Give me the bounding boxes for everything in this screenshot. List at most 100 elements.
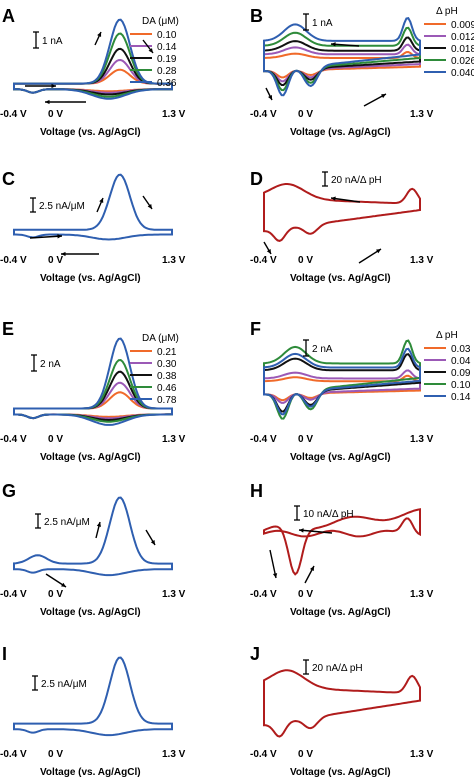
panel-I-series-0 [13,656,173,737]
panel-A-legend-label-0: 0.10 [157,30,177,41]
panel-H-letter: H [250,481,263,501]
panel-I-xtick-start: -0.4 V [0,749,27,760]
panel-A-legend-label-3: 0.28 [157,66,177,77]
panel-C-arrow-up-head [99,198,104,203]
panel-G-series-0 [13,496,173,577]
panel-E-xlabel: Voltage (vs. Ag/AgCl) [40,452,141,463]
panel-F-legend-label-1: 0.04 [451,356,471,367]
panel-A-series-4 [13,18,173,100]
panel-F-xlabel: Voltage (vs. Ag/AgCl) [290,452,391,463]
panel-A-xlabel: Voltage (vs. Ag/AgCl) [40,127,141,138]
panel-C-letter: C [2,169,15,189]
panel-A-xtick-end: 1.3 V [162,109,186,120]
panel-F-xtick-zero: 0 V [298,434,313,445]
panel-D-arrow-right-head [376,249,381,254]
panel-E-series-2 [13,370,173,422]
panel-I-xlabel: Voltage (vs. Ag/AgCl) [40,767,141,778]
panel-H-arrow-up-head [309,566,314,571]
panel-I-scale-label: 2.5 nA/μM [41,679,87,690]
panel-H-arrow-down-head [272,573,278,578]
panel-I-letter: I [2,644,7,664]
panel-H-arrow-left-head [299,528,304,533]
panel-B-legend-label-4: 0.040 [451,68,474,79]
panel-C-xlabel: Voltage (vs. Ag/AgCl) [40,273,141,284]
panel-A-legend-label-2: 0.19 [157,54,177,65]
panel-A-xtick-zero: 0 V [48,109,63,120]
panel-E-series-3 [13,358,173,423]
panel-F-series-1 [263,369,421,404]
panel-B-series-0 [263,50,421,79]
panel-F-legend-label-2: 0.09 [451,368,471,379]
panel-G-xtick-end: 1.3 V [162,589,186,600]
panel-G-arrow-down-head [150,540,155,545]
panel-C-scale-label: 2.5 nA/μM [39,201,85,212]
panel-H-series-0 [263,508,421,576]
panel-E-series-1 [13,381,173,420]
panel-B-series-1 [263,43,421,83]
panel-B-xtick-zero: 0 V [298,109,313,120]
panel-B-legend-label-0: 0.009 [451,20,474,31]
panel-C-arrow-back-head [61,251,66,257]
panel-E-legend-title: DA (μM) [142,333,179,344]
panel-G-scale-label: 2.5 nA/μM [44,517,90,528]
panel-D-xtick-start: -0.4 V [250,255,277,266]
panel-E-legend-label-1: 0.30 [157,359,177,370]
panel-J-series-0 [263,669,421,738]
panel-F-series-4 [263,347,421,416]
panel-C-arrow-down-head [147,204,152,209]
panel-A-arrow-down-head [148,48,153,53]
panel-C-series-0 [13,173,173,241]
panel-E-legend-label-2: 0.38 [157,371,177,382]
panel-A-legend-label-1: 0.14 [157,42,177,53]
panel-D-xtick-zero: 0 V [298,255,313,266]
panel-C-xtick-start: -0.4 V [0,255,27,266]
panel-F-legend-title: Δ pH [436,330,458,341]
panel-I-xtick-end: 1.3 V [162,749,186,760]
panel-A-legend-label-4: 0.36 [157,78,177,89]
panel-H-scale-label: 10 nA/Δ pH [303,509,354,520]
panel-J-xlabel: Voltage (vs. Ag/AgCl) [290,767,391,778]
panel-A-series-3 [13,32,173,98]
panel-D-arrow-left-head [331,196,336,201]
panel-H-arrow-down-shaft [269,549,277,579]
panel-A-scale-label: 1 nA [42,36,63,47]
panel-E-xtick-end: 1.3 V [162,434,186,445]
panel-F-xtick-start: -0.4 V [250,434,277,445]
panel-A-arrow-up-head [97,32,102,37]
panel-G-letter: G [2,481,16,501]
panel-G-xlabel: Voltage (vs. Ag/AgCl) [40,607,141,618]
panel-E-letter: E [2,319,14,339]
panel-B-scale-label: 1 nA [312,18,333,29]
panel-A-letter: A [2,6,15,26]
panel-B-arrow-left-head [331,42,336,47]
panel-E-series-4 [13,337,173,426]
panel-E-legend-label-3: 0.46 [157,383,177,394]
panel-B-series-4 [263,16,421,97]
panel-J-xtick-zero: 0 V [298,749,313,760]
panel-B-xtick-start: -0.4 V [250,109,277,120]
panel-A-series-2 [13,47,173,96]
panel-B-legend-label-3: 0.026 [451,56,474,67]
panel-J-scale-label: 20 nA/Δ pH [312,663,363,674]
panel-H-xlabel: Voltage (vs. Ag/AgCl) [290,607,391,618]
panel-I-xtick-zero: 0 V [48,749,63,760]
panel-E-legend-label-4: 0.78 [157,395,177,406]
panel-B-arrow-right-head [381,94,386,99]
panel-A-series-1 [13,58,173,94]
panel-B-legend-label-1: 0.012 [451,32,474,43]
panel-F-xtick-end: 1.3 V [410,434,434,445]
panel-A-arrow-back-head [45,99,50,105]
panel-J-letter: J [250,644,260,664]
panel-F-legend-label-4: 0.14 [451,392,471,403]
panel-D-series-0 [263,183,421,242]
panel-G-xtick-zero: 0 V [48,589,63,600]
panel-D-xlabel: Voltage (vs. Ag/AgCl) [290,273,391,284]
panel-J-xtick-end: 1.3 V [410,749,434,760]
panel-C-arrow-forward-head [57,234,62,239]
panel-G-arrow-diag-head [61,582,66,587]
panel-D-arrow-left-shaft [330,197,361,203]
panel-J-xtick-start: -0.4 V [250,749,277,760]
panel-E-xtick-zero: 0 V [48,434,63,445]
panel-A-xtick-start: -0.4 V [0,109,27,120]
